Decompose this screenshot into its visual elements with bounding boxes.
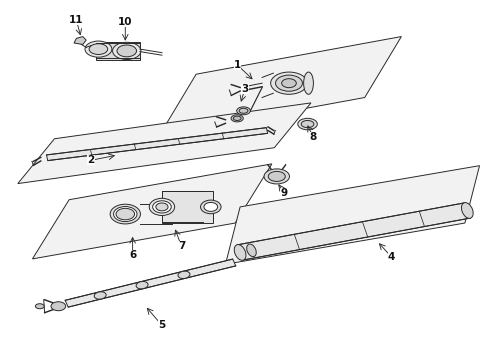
Ellipse shape <box>85 41 112 57</box>
Polygon shape <box>18 103 311 184</box>
Polygon shape <box>225 166 480 264</box>
Polygon shape <box>162 191 213 223</box>
Ellipse shape <box>114 207 137 222</box>
Ellipse shape <box>94 292 106 299</box>
Polygon shape <box>159 37 401 135</box>
Ellipse shape <box>156 203 168 211</box>
Polygon shape <box>47 128 268 161</box>
Ellipse shape <box>153 201 171 213</box>
Ellipse shape <box>264 169 290 184</box>
Ellipse shape <box>282 79 296 87</box>
Ellipse shape <box>51 302 66 311</box>
Text: 8: 8 <box>310 132 317 142</box>
Polygon shape <box>32 164 272 259</box>
Ellipse shape <box>110 204 141 224</box>
Ellipse shape <box>136 282 148 289</box>
Ellipse shape <box>234 244 246 260</box>
Text: 9: 9 <box>281 188 288 198</box>
Ellipse shape <box>301 121 314 128</box>
Ellipse shape <box>270 72 307 94</box>
Text: 2: 2 <box>87 155 95 165</box>
Text: 6: 6 <box>129 250 136 260</box>
Ellipse shape <box>275 75 302 91</box>
Polygon shape <box>74 37 86 44</box>
Ellipse shape <box>268 171 285 181</box>
Polygon shape <box>238 203 470 260</box>
Ellipse shape <box>233 116 241 121</box>
Ellipse shape <box>89 44 108 54</box>
Ellipse shape <box>35 304 44 309</box>
Text: 5: 5 <box>158 320 166 330</box>
Ellipse shape <box>117 45 137 57</box>
Ellipse shape <box>239 108 248 113</box>
Ellipse shape <box>116 208 135 220</box>
Ellipse shape <box>200 200 221 214</box>
Ellipse shape <box>304 72 314 94</box>
Ellipse shape <box>462 203 473 219</box>
Text: 4: 4 <box>388 252 395 262</box>
Polygon shape <box>96 42 140 60</box>
Ellipse shape <box>246 244 256 257</box>
Ellipse shape <box>298 118 318 130</box>
Text: 11: 11 <box>69 15 84 26</box>
Ellipse shape <box>178 271 190 279</box>
Text: 3: 3 <box>242 84 248 94</box>
Ellipse shape <box>113 42 141 59</box>
Ellipse shape <box>237 107 250 115</box>
Text: 10: 10 <box>118 17 132 27</box>
Ellipse shape <box>149 198 174 216</box>
Text: 7: 7 <box>178 241 185 251</box>
Ellipse shape <box>231 115 244 122</box>
Ellipse shape <box>204 202 218 211</box>
Text: 1: 1 <box>234 60 241 70</box>
Polygon shape <box>65 259 236 307</box>
